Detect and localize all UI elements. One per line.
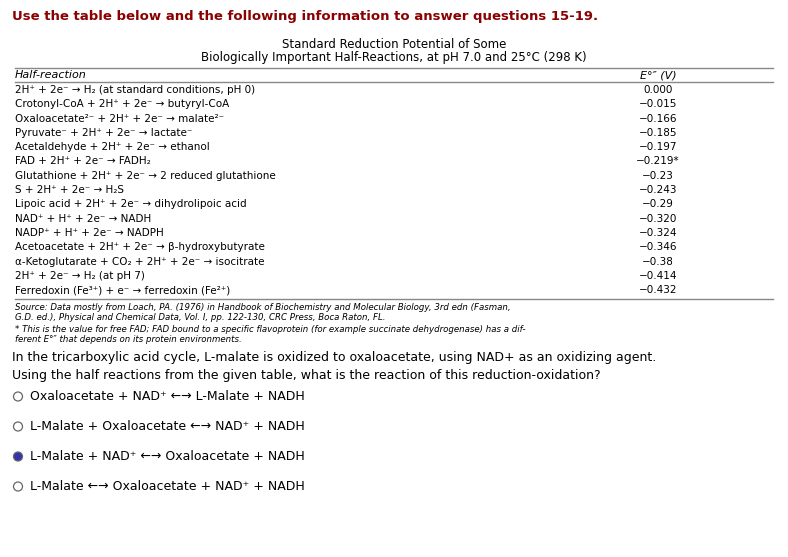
Text: Oxaloacetate²⁻ + 2H⁺ + 2e⁻ → malate²⁻: Oxaloacetate²⁻ + 2H⁺ + 2e⁻ → malate²⁻ (15, 114, 224, 124)
Text: G.D. ed.), Physical and Chemical Data, Vol. I, pp. 122-130, CRC Press, Boca Rato: G.D. ed.), Physical and Chemical Data, V… (15, 314, 385, 323)
Text: −0.29: −0.29 (642, 199, 674, 209)
Text: Pyruvate⁻ + 2H⁺ + 2e⁻ → lactate⁻: Pyruvate⁻ + 2H⁺ + 2e⁻ → lactate⁻ (15, 128, 192, 138)
Text: −0.243: −0.243 (639, 185, 677, 195)
Text: Ferredoxin (Fe³⁺) + e⁻ → ferredoxin (Fe²⁺): Ferredoxin (Fe³⁺) + e⁻ → ferredoxin (Fe²… (15, 285, 230, 295)
Text: 2H⁺ + 2e⁻ → H₂ (at standard conditions, pH 0): 2H⁺ + 2e⁻ → H₂ (at standard conditions, … (15, 85, 255, 95)
Text: E°″ (V): E°″ (V) (640, 70, 676, 80)
Text: Lipoic acid + 2H⁺ + 2e⁻ → dihydrolipoic acid: Lipoic acid + 2H⁺ + 2e⁻ → dihydrolipoic … (15, 199, 247, 209)
Text: −0.015: −0.015 (639, 99, 677, 109)
Text: NADP⁺ + H⁺ + 2e⁻ → NADPH: NADP⁺ + H⁺ + 2e⁻ → NADPH (15, 228, 164, 238)
Text: Crotonyl-CoA + 2H⁺ + 2e⁻ → butyryl-CoA: Crotonyl-CoA + 2H⁺ + 2e⁻ → butyryl-CoA (15, 99, 229, 109)
Text: α-Ketoglutarate + CO₂ + 2H⁺ + 2e⁻ → isocitrate: α-Ketoglutarate + CO₂ + 2H⁺ + 2e⁻ → isoc… (15, 257, 265, 267)
Text: −0.38: −0.38 (642, 257, 674, 267)
Text: S + 2H⁺ + 2e⁻ → H₂S: S + 2H⁺ + 2e⁻ → H₂S (15, 185, 124, 195)
Text: L-Malate + NAD⁺ ←→ Oxaloacetate + NADH: L-Malate + NAD⁺ ←→ Oxaloacetate + NADH (30, 449, 305, 462)
Text: −0.432: −0.432 (639, 285, 677, 295)
Text: −0.320: −0.320 (639, 214, 677, 224)
Text: −0.346: −0.346 (639, 242, 677, 252)
Circle shape (13, 482, 23, 491)
Text: L-Malate ←→ Oxaloacetate + NAD⁺ + NADH: L-Malate ←→ Oxaloacetate + NAD⁺ + NADH (30, 480, 305, 492)
Text: Acetaldehyde + 2H⁺ + 2e⁻ → ethanol: Acetaldehyde + 2H⁺ + 2e⁻ → ethanol (15, 142, 210, 152)
Text: Half-reaction: Half-reaction (15, 70, 87, 80)
Text: Source: Data mostly from Loach, PA. (1976) in Handbook of Biochemistry and Molec: Source: Data mostly from Loach, PA. (197… (15, 304, 511, 312)
Text: −0.219*: −0.219* (636, 157, 680, 167)
Text: FAD + 2H⁺ + 2e⁻ → FADH₂: FAD + 2H⁺ + 2e⁻ → FADH₂ (15, 157, 151, 167)
Text: 0.000: 0.000 (643, 85, 673, 95)
Circle shape (13, 422, 23, 431)
Text: In the tricarboxylic acid cycle, L-malate is oxidized to oxaloacetate, using NAD: In the tricarboxylic acid cycle, L-malat… (12, 351, 656, 364)
Text: * This is the value for free FAD; FAD bound to a specific flavoprotein (for exam: * This is the value for free FAD; FAD bo… (15, 325, 526, 335)
Circle shape (13, 452, 23, 461)
Text: Glutathione + 2H⁺ + 2e⁻ → 2 reduced glutathione: Glutathione + 2H⁺ + 2e⁻ → 2 reduced glut… (15, 171, 276, 181)
Text: −0.185: −0.185 (639, 128, 677, 138)
Text: Oxaloacetate + NAD⁺ ←→ L-Malate + NADH: Oxaloacetate + NAD⁺ ←→ L-Malate + NADH (30, 389, 305, 403)
Text: ferent E°″ that depends on its protein environments.: ferent E°″ that depends on its protein e… (15, 335, 242, 344)
Text: NAD⁺ + H⁺ + 2e⁻ → NADH: NAD⁺ + H⁺ + 2e⁻ → NADH (15, 214, 151, 224)
Text: −0.414: −0.414 (639, 271, 677, 281)
Text: Acetoacetate + 2H⁺ + 2e⁻ → β-hydroxybutyrate: Acetoacetate + 2H⁺ + 2e⁻ → β-hydroxybuty… (15, 242, 265, 252)
Text: Biologically Important Half-Reactions, at pH 7.0 and 25°C (298 K): Biologically Important Half-Reactions, a… (201, 51, 587, 64)
Text: 2H⁺ + 2e⁻ → H₂ (at pH 7): 2H⁺ + 2e⁻ → H₂ (at pH 7) (15, 271, 145, 281)
Text: −0.166: −0.166 (639, 114, 677, 124)
Text: Using the half reactions from the given table, what is the reaction of this redu: Using the half reactions from the given … (12, 369, 600, 382)
Text: −0.23: −0.23 (642, 171, 674, 181)
Text: Standard Reduction Potential of Some: Standard Reduction Potential of Some (282, 38, 506, 51)
Text: −0.324: −0.324 (639, 228, 677, 238)
Text: −0.197: −0.197 (639, 142, 677, 152)
Text: Use the table below and the following information to answer questions 15-19.: Use the table below and the following in… (12, 10, 598, 23)
Circle shape (13, 392, 23, 401)
Text: L-Malate + Oxaloacetate ←→ NAD⁺ + NADH: L-Malate + Oxaloacetate ←→ NAD⁺ + NADH (30, 419, 305, 432)
